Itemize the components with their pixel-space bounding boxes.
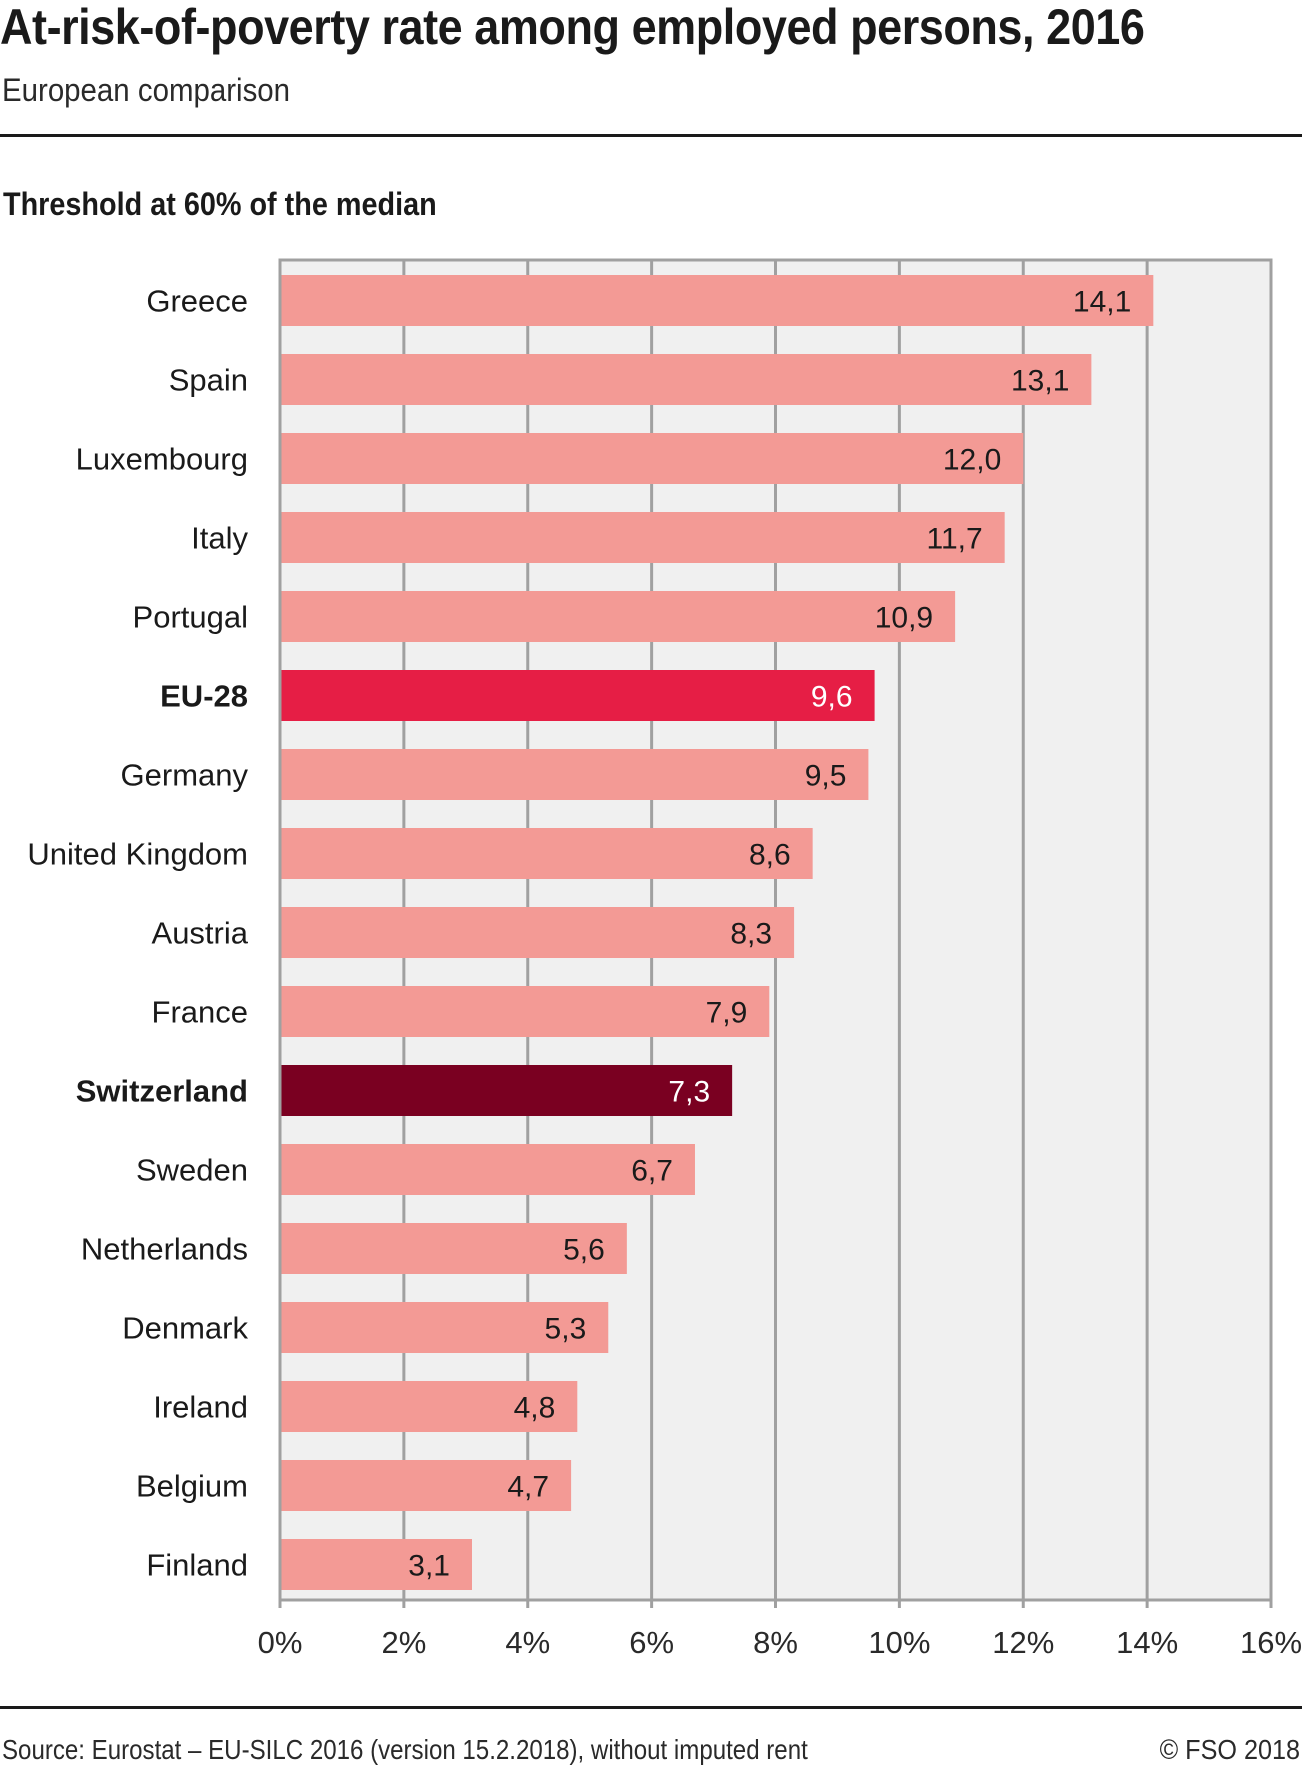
bar-value-label: 10,9	[875, 602, 933, 635]
bar-chart: 14,1 13,1 12,0 11,7 10,9 9,6 9,5 8,6 8,3 7,9 7,3 6,…	[27, 258, 1302, 1660]
bar-value-label: 11,7	[926, 523, 982, 556]
bar-value-label: 9,5	[805, 760, 847, 793]
x-tick-label: 0%	[258, 1625, 303, 1660]
x-tick-label: 10%	[868, 1625, 930, 1660]
bar	[280, 1539, 473, 1590]
bar-value-label: 5,3	[545, 1313, 587, 1346]
panel-title: Threshold at 60% of the median	[3, 186, 437, 222]
bar	[280, 433, 1024, 484]
category-label: Sweden	[136, 1153, 248, 1188]
category-label: Finland	[146, 1548, 248, 1583]
source-note: Source: Eurostat – EU-SILC 2016 (version…	[2, 1734, 808, 1765]
category-label: Italy	[191, 521, 248, 556]
category-label: France	[152, 995, 248, 1030]
bar	[280, 986, 770, 1037]
bar	[280, 1460, 572, 1511]
category-label: Luxembourg	[76, 442, 248, 477]
chart-title: At-risk-of-poverty rate among employed p…	[0, 0, 1145, 55]
category-label: Spain	[169, 363, 248, 398]
x-tick-label: 14%	[1116, 1625, 1178, 1660]
bar	[280, 591, 956, 642]
category-label: Denmark	[122, 1311, 248, 1346]
x-axis-ticks: 0% 2% 4% 6% 8% 10% 12% 14% 16%	[258, 1600, 1302, 1660]
category-label: Austria	[152, 916, 249, 951]
bottom-divider	[0, 1706, 1302, 1709]
bar	[280, 512, 1005, 563]
bar-value-label: 14,1	[1073, 286, 1131, 319]
bar-value-label: 6,7	[631, 1155, 673, 1188]
bar	[280, 1381, 578, 1432]
bar	[280, 749, 869, 800]
category-label: United Kingdom	[27, 837, 248, 872]
x-tick-label: 6%	[629, 1625, 674, 1660]
bar	[280, 828, 813, 879]
x-tick-label: 8%	[753, 1625, 798, 1660]
category-label: Greece	[146, 284, 248, 319]
bar-value-label: 4,8	[514, 1392, 556, 1425]
bar	[280, 1144, 695, 1195]
bar-value-label: 12,0	[943, 444, 1001, 477]
category-label: Netherlands	[81, 1232, 248, 1267]
bar-value-label: 5,6	[563, 1234, 605, 1267]
bar-value-label: 3,1	[408, 1550, 450, 1583]
category-labels: Greece Spain Luxembourg Italy Portugal EU-28 G…	[27, 284, 248, 1583]
bar-value-label: 7,3	[668, 1076, 710, 1109]
x-tick-label: 16%	[1240, 1625, 1302, 1660]
bar	[280, 275, 1154, 326]
x-tick-label: 4%	[505, 1625, 550, 1660]
bar	[280, 1302, 609, 1353]
bar	[280, 670, 875, 721]
bar-value-label: 13,1	[1011, 365, 1069, 398]
category-label: EU-28	[160, 679, 248, 714]
bar-value-label: 7,9	[706, 997, 748, 1030]
bar-value-label: 4,7	[507, 1471, 549, 1504]
category-label: Ireland	[153, 1390, 248, 1425]
category-label: Portugal	[133, 600, 248, 635]
x-tick-label: 12%	[992, 1625, 1054, 1660]
bar	[280, 1065, 733, 1116]
bars: 14,1 13,1 12,0 11,7 10,9 9,6 9,5 8,6 8,3 7,9 7,3 6,…	[280, 275, 1154, 1590]
category-label: Switzerland	[76, 1074, 248, 1109]
bar	[280, 907, 795, 958]
category-label: Germany	[121, 758, 249, 793]
bar	[280, 1223, 627, 1274]
copyright: © FSO 2018	[1159, 1734, 1300, 1765]
x-tick-label: 2%	[381, 1625, 426, 1660]
bar-value-label: 8,6	[749, 839, 791, 872]
bar	[280, 354, 1092, 405]
top-divider	[0, 134, 1302, 137]
chart-subtitle: European comparison	[2, 72, 291, 108]
bar-value-label: 8,3	[730, 918, 772, 951]
bar-value-label: 9,6	[811, 681, 853, 714]
category-label: Belgium	[136, 1469, 248, 1504]
